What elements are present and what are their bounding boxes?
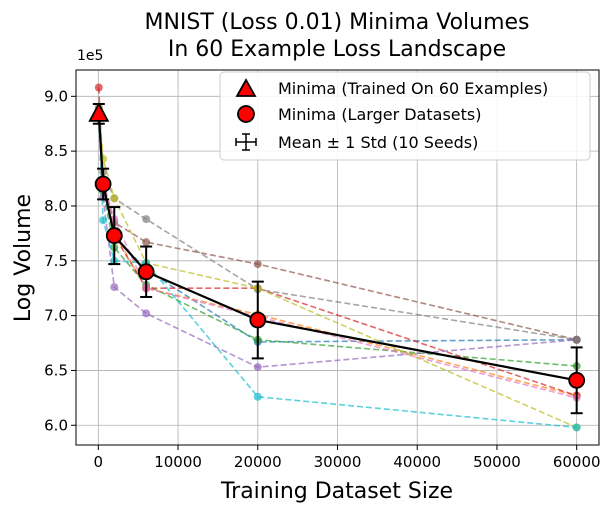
mean-circle-marker [249,311,267,329]
seed-6-point [142,238,151,247]
y-offset-label: 1e5 [77,48,103,64]
mean-triangle-marker [88,101,110,122]
seed-5-point [253,363,262,372]
chart-title-line-2: In 60 Example Loss Landscape [168,37,506,62]
y-tick-label: 6.5 [44,361,68,379]
mean-line [97,113,577,382]
legend-circle-marker [237,105,255,123]
x-tick-label: 10000 [154,453,202,471]
seed-2-line [98,111,577,397]
seed-9-line [98,108,577,429]
mean-series [88,101,586,415]
seed-10-point [253,392,262,401]
x-tick-label: 40000 [393,453,441,471]
axes: 0 10000 20000 30000 40000 50000 60000 6.0 6.5 7.0… [44,87,600,471]
legend-errorbar-marker [235,133,257,151]
seed-10-point [99,216,108,225]
legend: Minima (Trained On 60 Examples) Minima (… [219,71,591,161]
x-tick-label: 0 [94,453,104,471]
seed-6-line [98,110,577,341]
x-tick-label: 20000 [234,453,282,471]
seed-4-line [98,87,577,397]
seed-6-point [253,260,262,269]
chart-title-line-1: MNIST (Loss 0.01) Minima Volumes [144,10,529,35]
y-tick-label: 7.0 [44,307,68,325]
seed-9-point [110,194,119,203]
seed-5-point [142,309,151,318]
seed-4-point [94,83,103,92]
y-tick-label: 8.5 [44,142,68,160]
mean-circle-marker [94,175,112,193]
seed-10-line [98,118,577,429]
seed-10-point [572,423,581,432]
x-tick-label: 60000 [553,453,601,471]
legend-label-trained-60: Minima (Trained On 60 Examples) [278,79,548,98]
y-tick-label: 8.0 [44,197,68,215]
seed-8-point [572,335,581,344]
legend-label-mean-std: Mean ± 1 Std (10 Seeds) [278,133,478,152]
x-tick-label: 30000 [314,453,362,471]
mean-circle-marker [568,371,586,389]
y-axis-label: Log Volume [11,194,36,322]
y-tick-label: 6.0 [44,416,68,434]
seed-8-point [142,215,151,224]
y-tick-label: 9.0 [44,87,68,105]
seed-5-point [110,283,119,292]
seed-series [94,83,581,432]
legend-label-larger-datasets: Minima (Larger Datasets) [278,105,481,124]
x-axis-label: Training Dataset Size [220,479,453,504]
mean-circle-marker [105,227,123,244]
legend-triangle-marker [235,78,257,97]
legend-box [219,71,591,161]
y-tick-label: 7.5 [44,252,68,270]
x-tick-label: 50000 [473,453,521,471]
mean-circle-marker [137,263,155,281]
